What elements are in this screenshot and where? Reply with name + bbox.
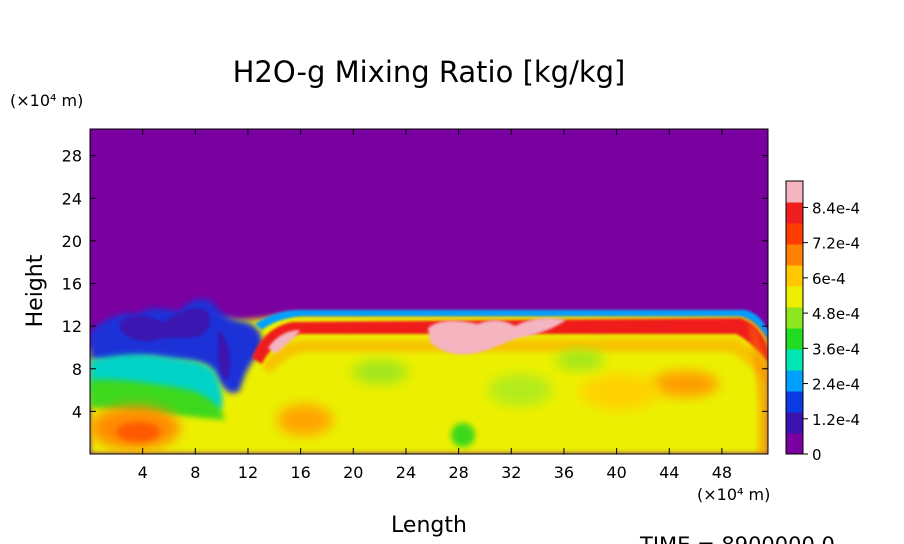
x-tick-label: 28 (448, 463, 468, 482)
time-label: TIME = 8900000.0 (639, 533, 835, 544)
y-tick-label: 20 (62, 232, 82, 251)
plot-frame (89, 128, 769, 455)
y-tick-label: 28 (62, 147, 82, 166)
x-tick-label: 40 (606, 463, 626, 482)
y-tick-label: 24 (62, 189, 82, 208)
y-tick-label: 16 (62, 275, 82, 294)
colorbar-swatch (786, 181, 803, 203)
y-tick-label: 8 (72, 360, 82, 379)
x-tick-label: 32 (501, 463, 521, 482)
colorbar-swatch (786, 307, 803, 329)
field-green-swirl-3 (488, 374, 552, 406)
x-tick-label: 24 (396, 463, 416, 482)
field-top-edge-blue (255, 310, 768, 338)
field-orange-pocket-center (277, 404, 333, 436)
x-tick-label: 48 (712, 463, 732, 482)
x-tick-label: 36 (554, 463, 574, 482)
field-outflow-dark (120, 308, 231, 380)
colorbar-tick-label: 7.2e-4 (812, 235, 860, 253)
colorbar-swatch (786, 244, 803, 266)
colorbar-swatch (786, 370, 803, 392)
y-tick-label: 4 (72, 402, 82, 421)
colorbar-swatch (786, 349, 803, 371)
field-pink-edge (268, 330, 300, 354)
heatmap-field (90, 129, 768, 454)
colorbar-tick-label: 8.4e-4 (812, 199, 860, 217)
field-orange-pocket-east (651, 371, 719, 397)
colorbar-swatch (786, 202, 803, 224)
colorbar-tick-label: 3.6e-4 (812, 340, 860, 358)
x-tick-label: 12 (238, 463, 258, 482)
y-axis: 4 8 12 16 20 24 28 (62, 147, 768, 421)
colorbar-tick-label: 4.8e-4 (812, 305, 860, 323)
y-tick-label: 12 (62, 317, 82, 336)
x-tick-label: 8 (190, 463, 200, 482)
colorbar-swatch (786, 265, 803, 287)
x-tick-label: 44 (659, 463, 679, 482)
field-green-swirl-1 (451, 423, 475, 447)
field-light-orange-east (580, 374, 660, 410)
chart-title: H2O-g Mixing Ratio [kg/kg] (233, 55, 626, 89)
colorbar-swatch (786, 433, 803, 455)
x-tick-label: 4 (138, 463, 148, 482)
colorbar-tick-label: 2.4e-4 (812, 376, 860, 394)
colorbar-swatch (786, 391, 803, 413)
field-red-cap (252, 318, 768, 364)
colorbar-swatch (786, 328, 803, 350)
field-green-swirl-2 (352, 360, 408, 384)
colorbar-tick-label: 1.2e-4 (812, 411, 860, 429)
field-east-fringe (748, 320, 768, 454)
colorbar-swatch (786, 412, 803, 434)
field-pink-blob (428, 318, 566, 355)
colorbar-frame (785, 180, 804, 455)
x-unit-label: (×10⁴ m) (697, 485, 770, 504)
y-axis-label: Height (23, 254, 48, 327)
colorbar-tick-label: 6e-4 (812, 270, 846, 288)
colorbar-swatch (786, 223, 803, 245)
x-tick-label: 20 (343, 463, 363, 482)
x-axis: 4 8 12 16 20 24 28 32 36 40 44 48 (138, 129, 732, 482)
field-green-swirl-4 (556, 350, 604, 370)
x-axis-label: Length (391, 513, 467, 538)
colorbar-swatch (786, 286, 803, 308)
field-orange-under-cap (262, 338, 768, 384)
y-unit-label: (×10⁴ m) (10, 91, 83, 110)
colorbar-tick-label: 0 (812, 446, 822, 464)
colorbar: 0 1.2e-4 2.4e-4 3.6e-4 4.8e-4 6e-4 7.2e-4 8.4e-… (785, 180, 860, 464)
field-orange-core-sw (116, 422, 160, 442)
x-tick-label: 16 (290, 463, 310, 482)
